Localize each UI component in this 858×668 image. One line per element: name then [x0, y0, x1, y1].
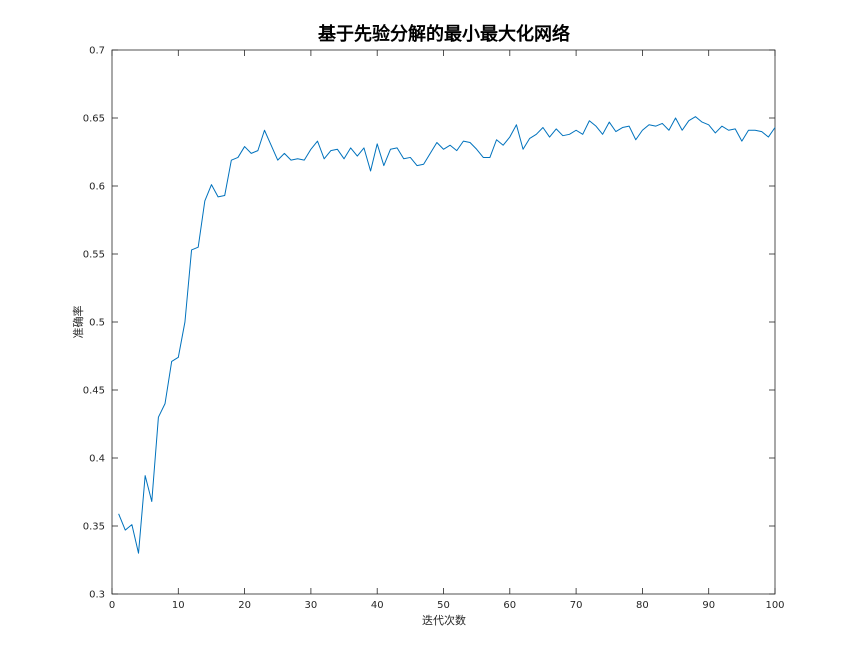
chart-title: 基于先验分解的最小最大化网络 [317, 23, 570, 45]
x-axis-label: 迭代次数 [422, 613, 466, 627]
y-tick-label: 0.55 [83, 250, 105, 261]
y-tick-label: 0.3 [89, 590, 105, 601]
x-tick-label: 60 [503, 600, 516, 611]
y-tick-label: 0.7 [89, 46, 105, 57]
series-line [118, 116, 776, 554]
y-tick-label: 0.35 [83, 522, 105, 533]
x-tick-label: 30 [305, 600, 318, 611]
y-tick-label: 0.65 [83, 114, 105, 125]
x-tick-label: 50 [437, 600, 450, 611]
x-tick-label: 100 [765, 600, 784, 611]
axes-box [111, 49, 776, 595]
plot-area: 0 10 20 30 40 50 60 70 80 90 100 0.3 0.35 0.4 0.45 0.5 0… [83, 46, 785, 612]
y-tick-label: 0.4 [89, 454, 105, 465]
x-tick-label: 40 [371, 600, 384, 611]
x-tick-label: 80 [636, 600, 649, 611]
y-tick-label: 0.5 [89, 318, 105, 329]
x-tick-label: 0 [109, 600, 115, 611]
x-tick-label: 10 [172, 600, 185, 611]
x-tick-label: 90 [702, 600, 715, 611]
x-tick-label: 20 [238, 600, 251, 611]
y-axis-label: 准确率 [71, 306, 85, 339]
y-tick-label: 0.6 [89, 182, 105, 193]
y-tick-label: 0.45 [83, 386, 105, 397]
x-tick-label: 70 [570, 600, 583, 611]
